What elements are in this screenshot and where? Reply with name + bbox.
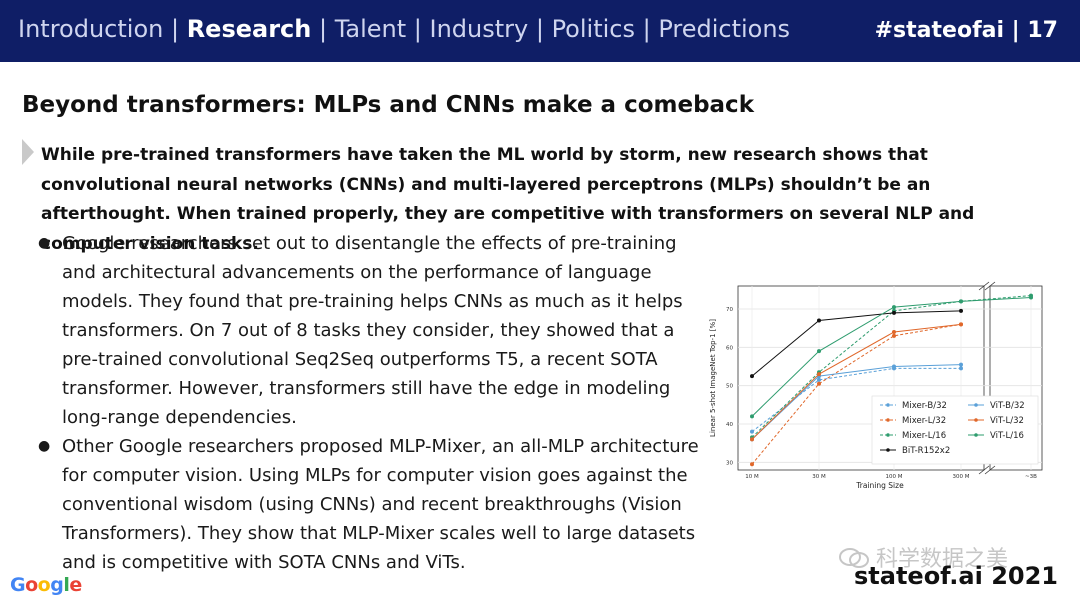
legend-label: ViT-L/16 — [990, 431, 1024, 441]
bullet-list: ● Google researchers set out to disentang… — [38, 229, 710, 577]
wechat-icon — [839, 548, 869, 568]
lead-arrow-icon — [22, 139, 34, 165]
x-axis-label: Training Size — [855, 481, 904, 490]
axis-break-mark — [984, 281, 996, 291]
data-point — [1029, 295, 1033, 300]
x-tick-label: 100 M — [886, 474, 903, 480]
data-point — [750, 462, 754, 467]
mixer-scaling-chart: 30 40 50 60 70 10 M 30 M 100 M 300 M ~3B Training … — [709, 281, 1043, 490]
data-point — [892, 310, 896, 315]
legend-marker — [974, 433, 978, 437]
google-logo: Google — [10, 574, 82, 596]
data-point — [750, 429, 754, 434]
legend-marker — [886, 433, 890, 437]
data-point — [959, 299, 963, 304]
watermark-text: 科学数据之美 — [876, 547, 1009, 572]
plot-frame-right — [989, 285, 1043, 471]
series-line — [751, 367, 961, 433]
nav-item-talent[interactable]: Talent — [334, 15, 407, 43]
legend-label: Mixer-L/32 — [902, 416, 946, 426]
data-point — [817, 318, 821, 323]
legend-label: ViT-L/32 — [990, 416, 1024, 426]
series-line — [751, 310, 962, 377]
bullet-dot-icon: ● — [38, 438, 51, 454]
data-point — [959, 322, 963, 327]
axis-break-mark — [984, 465, 996, 475]
nav-item-predictions[interactable]: Predictions — [658, 15, 791, 43]
bullet-text: Other Google researchers proposed MLP-Mi… — [62, 436, 699, 573]
legend-marker — [974, 403, 978, 407]
footer-site: stateof.ai 2021 — [853, 562, 1058, 590]
y-tick-label: 30 — [726, 460, 733, 466]
data-point — [817, 349, 821, 354]
nav-item-research[interactable]: Research — [186, 15, 312, 43]
top-navigation-bar: Introduction | Research | Talent | Indus… — [0, 0, 1080, 62]
legend-label: Mixer-B/32 — [902, 401, 947, 411]
y-axis-label: Linear 5-shot ImageNet Top-1 [%] — [709, 319, 717, 437]
nav-item-politics[interactable]: Politics — [551, 15, 635, 43]
axis-break-mark — [978, 465, 990, 475]
x-tick-label: 300 M — [953, 474, 970, 480]
bullet-text: Google researchers set out to disentangl… — [62, 233, 683, 428]
legend-marker — [886, 403, 890, 407]
nav-item-introduction[interactable]: Introduction — [18, 15, 164, 43]
data-point — [817, 372, 821, 377]
lead-paragraph: While pre-trained transformers have take… — [41, 145, 975, 254]
series-line — [751, 364, 962, 440]
data-point — [892, 364, 896, 369]
series-line — [751, 323, 962, 465]
bullet-item: ● Google researchers set out to disentang… — [38, 229, 710, 432]
legend-label: BiT-R152x2 — [902, 446, 950, 456]
data-point — [892, 333, 896, 338]
section-nav: Introduction | Research | Talent | Indus… — [18, 15, 791, 43]
x-tick-label: 30 M — [812, 474, 826, 480]
series-line — [751, 323, 962, 440]
slide-badge: #stateofai | 17 — [874, 18, 1058, 43]
legend-label: ViT-B/32 — [990, 401, 1025, 411]
data-point — [959, 362, 963, 367]
legend-label: Mixer-L/16 — [902, 431, 946, 441]
legend-marker — [886, 418, 890, 422]
watermark: 科学数据之美 — [838, 541, 1008, 573]
data-point — [959, 366, 963, 371]
data-point — [959, 308, 963, 313]
legend-marker — [886, 448, 890, 452]
data-point — [817, 377, 821, 382]
data-point — [750, 374, 754, 379]
plot-frame — [737, 285, 985, 471]
legend-box — [871, 395, 1039, 465]
y-tick-label: 60 — [726, 345, 733, 351]
slide-title: Beyond transformers: MLPs and CNNs make … — [22, 92, 754, 118]
nav-item-industry[interactable]: Industry — [429, 15, 529, 43]
data-point — [892, 330, 896, 334]
x-tick-label: ~3B — [1025, 474, 1037, 480]
data-point — [750, 437, 754, 442]
legend-marker — [974, 418, 978, 422]
axis-break-mark — [978, 281, 990, 291]
bullet-dot-icon: ● — [38, 235, 51, 251]
data-point — [892, 305, 896, 310]
y-tick-label: 40 — [726, 422, 733, 428]
y-tick-label: 50 — [726, 384, 733, 390]
x-tick-label: 10 M — [745, 474, 759, 480]
y-tick-label: 70 — [726, 307, 733, 313]
data-point — [750, 414, 754, 419]
data-point — [817, 381, 821, 386]
bullet-item: ● Other Google researchers proposed MLP-M… — [38, 432, 710, 577]
